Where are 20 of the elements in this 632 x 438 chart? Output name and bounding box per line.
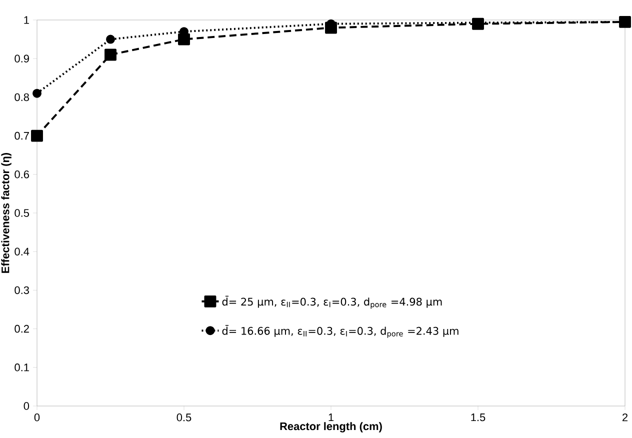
legend-label: d̄= 16.66 µm, ε$_{II}$=0.3, ε$_{I}$=0.3, d$_{pore}$ =2.43 µm	[222, 325, 458, 338]
y-axis-title: Effectiveness factor (η)	[1, 152, 12, 273]
y-tick-label: 0.1	[14, 364, 29, 372]
x-axis-title: Reactor length (cm)	[280, 422, 382, 432]
y-tick-label: 0.8	[14, 93, 29, 102]
x-tick-label: 1.5	[471, 414, 486, 422]
y-tick-label: 0.9	[14, 54, 29, 62]
x-tick-label: 2	[622, 414, 628, 422]
y-tick-label: 0.6	[14, 170, 29, 178]
y-tick-label: 0.3	[14, 286, 29, 294]
y-tick-label: 0.2	[14, 324, 29, 333]
x-tick-label: 0	[34, 414, 40, 422]
y-tick-label: 0.4	[14, 248, 30, 256]
legend-label: d̄= 25 µm, ε$_{II}$=0.3, ε$_{I}$=0.3, d$_{pore}$ =4.98 µm	[222, 296, 442, 309]
x-tick-label: 1	[328, 414, 334, 422]
x-tick-label: 0.5	[176, 414, 192, 422]
y-tick-label: 0.5	[14, 209, 30, 217]
y-tick-label: 0	[24, 402, 30, 410]
y-tick-label: 1	[24, 16, 29, 24]
y-tick-label: 0.7	[14, 132, 29, 140]
